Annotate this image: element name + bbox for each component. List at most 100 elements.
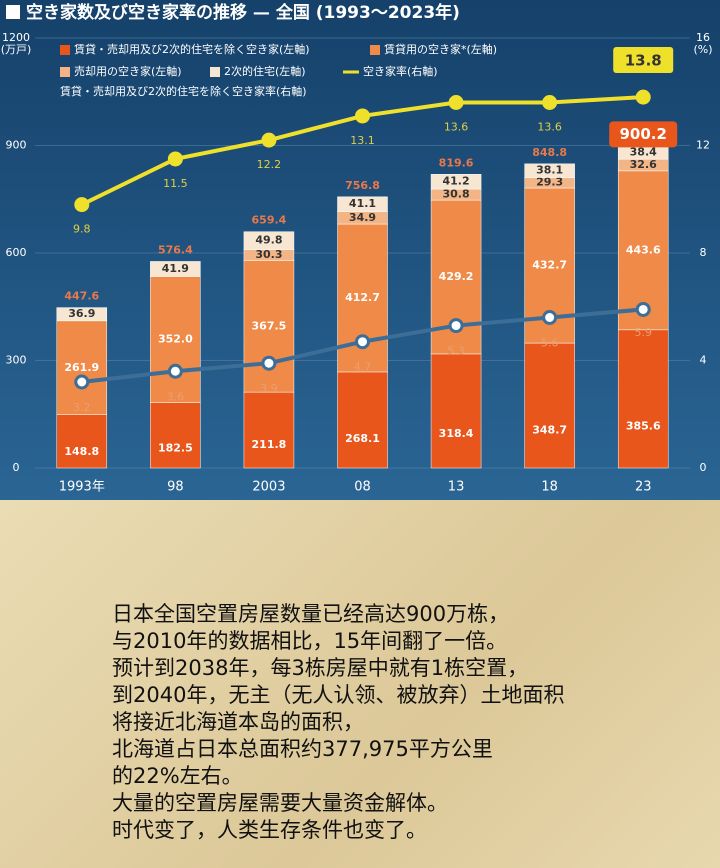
bar-value-label: 148.8 [64, 445, 99, 458]
x-tick-label: 13 [448, 480, 465, 495]
line-value-label: 13.8 [625, 52, 662, 70]
bar-value-label: 367.5 [252, 319, 287, 332]
line-point [635, 301, 651, 317]
y-tick-label: 600 [6, 246, 27, 259]
bar-value-label: 49.8 [255, 234, 282, 247]
bar-segment [150, 261, 201, 277]
bar-segment [243, 391, 295, 469]
line-value-label: 12.2 [257, 158, 282, 171]
total-label: 819.6 [439, 156, 474, 169]
legend-label: 賃貸・売却用及び2次的住宅を除く空き家(左軸) [74, 42, 310, 56]
bar-value-label: 385.6 [626, 420, 661, 433]
y2-tick-label: 12 [696, 139, 710, 152]
bar-segment [430, 174, 482, 190]
x-tick-label: 2003 [252, 480, 285, 495]
total-label: 900.2 [619, 125, 666, 143]
bar-value-label: 443.6 [626, 243, 661, 256]
line-point [355, 334, 370, 350]
bar-value-label: 261.9 [64, 361, 99, 374]
text-line: 与2010年的数据相比，15年间翻了一倍。 [112, 629, 508, 653]
line-point [74, 374, 90, 390]
bar-value-label: 41.2 [443, 175, 470, 188]
bar-value-label: 30.3 [255, 248, 282, 261]
y-tick-label: 900 [6, 139, 27, 152]
bar-value-label: 352.0 [158, 333, 193, 346]
line-value-label: 3.9 [260, 382, 278, 395]
text-panel: 日本全国空置房屋数量已经高达900万栋， 与2010年的数据相比，15年间翻了一倍… [0, 500, 720, 868]
total-box [609, 121, 678, 148]
legend-label: 売却用の空き家(左軸) [74, 64, 182, 78]
text-line: 日本全国空置房屋数量已经高达900万栋， [112, 602, 510, 626]
y2-unit: (%) [693, 43, 712, 56]
legend-swatch [210, 67, 220, 77]
chart: 空き家数及び空き家率の推移 — 全国 (1993～2023年) (万戸) (%)… [0, 0, 720, 500]
bar-value-label: 41.9 [162, 262, 189, 275]
bar-segment [243, 231, 295, 250]
line-point [448, 318, 464, 334]
text-line: 预计到2038年，每3栋房屋中就有1栋空置， [112, 656, 529, 680]
x-tick-label: 98 [167, 480, 184, 495]
line-value-label: 13.1 [350, 134, 375, 147]
total-label: 659.4 [252, 214, 287, 227]
bar-segment [56, 320, 108, 415]
total-label: 576.4 [158, 243, 193, 256]
line-point [355, 108, 370, 124]
bar-value-label: 32.6 [630, 158, 657, 171]
text-line: 大量的空置房屋需要大量资金解体。 [112, 791, 448, 815]
bar-value-label: 29.3 [536, 176, 563, 189]
x-tick-label: 23 [635, 480, 652, 495]
line-point [261, 132, 277, 148]
y2-tick-label: 0 [700, 461, 707, 474]
line-value-label: 3.6 [167, 390, 185, 403]
line-point [635, 89, 651, 105]
line-point [74, 197, 90, 213]
legend-label: 空き家率(右軸) [363, 64, 438, 78]
legend-swatch [60, 67, 70, 77]
x-tick-label: 18 [541, 480, 558, 495]
bar-value-label: 432.7 [532, 259, 567, 272]
x-tick-label: 1993年 [59, 480, 105, 495]
x-tick-label: 08 [354, 480, 371, 495]
legend-label: 賃貸用の空き家*(左軸) [384, 42, 497, 56]
bar-segment [430, 353, 482, 469]
total-label: 848.8 [532, 146, 567, 159]
bar-segment [150, 402, 201, 469]
bar-value-label: 34.9 [349, 211, 376, 224]
text-line: 将接近北海道本岛的面积， [112, 710, 364, 734]
line-value-label: 4.7 [354, 361, 372, 374]
bar-value-label: 38.4 [630, 145, 657, 158]
bar-segment [524, 163, 575, 178]
text-line: 到2040年，无主（无人认领、被放弃）土地面积 [112, 683, 565, 707]
y-tick-label: 300 [6, 354, 27, 367]
bar-value-label: 412.7 [345, 291, 380, 304]
bar-value-label: 36.9 [68, 307, 95, 320]
bar-value-label: 30.8 [443, 188, 470, 201]
legend-swatch [60, 45, 70, 55]
bar-segment [617, 329, 669, 469]
line-value-label: 13.6 [444, 121, 469, 134]
line-value-label: 11.5 [163, 177, 188, 190]
bar-segment [337, 371, 388, 469]
bar-segment [524, 342, 575, 469]
line-value-label: 3.2 [73, 401, 91, 414]
rate-box [613, 47, 674, 73]
bar-value-label: 318.4 [439, 427, 474, 440]
bar-value-label: 348.7 [532, 424, 567, 437]
y-tick-label: 1200 [2, 31, 30, 44]
line-point [542, 310, 558, 325]
bar-value-label: 38.1 [536, 164, 563, 177]
bar-segment [150, 276, 201, 403]
y2-tick-label: 16 [696, 31, 710, 44]
bar-segment [337, 196, 388, 212]
total-label: 447.6 [64, 290, 99, 303]
line-value-label: 5.6 [541, 337, 559, 350]
line-point [167, 363, 183, 379]
y2-tick-label: 4 [700, 354, 707, 367]
bar-value-label: 211.8 [252, 438, 287, 451]
line-value-label: 13.6 [537, 121, 562, 134]
bar-value-label: 182.5 [158, 441, 193, 454]
bar-value-label: 268.1 [345, 432, 380, 445]
line-value-label: 5.3 [447, 345, 465, 358]
bar-segment [56, 307, 108, 322]
